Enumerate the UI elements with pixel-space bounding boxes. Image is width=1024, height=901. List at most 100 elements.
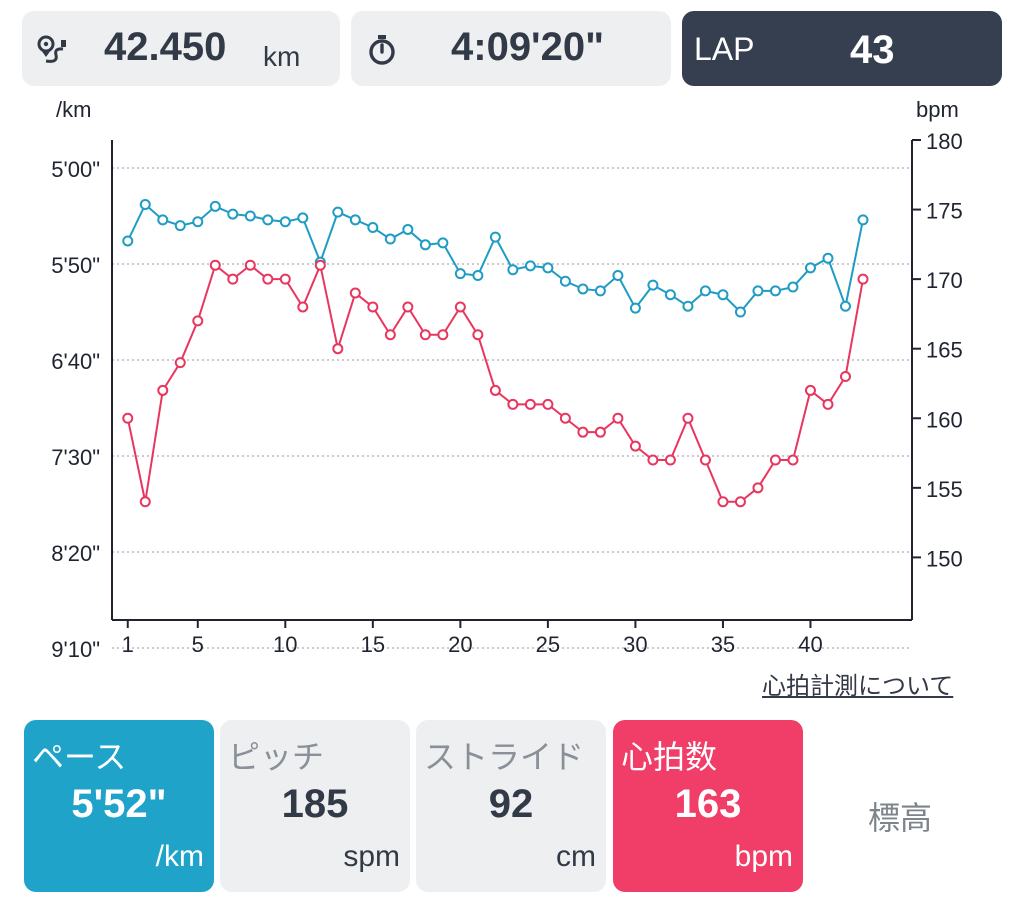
pace-point (717, 289, 729, 301)
distance-card: 42.450 km (22, 11, 340, 86)
metric-altitude-button[interactable]: 標高 (868, 800, 933, 836)
pace-point (174, 220, 186, 232)
heart_rate-point (174, 357, 186, 369)
x-tick-label: 35 (711, 632, 735, 657)
pace-point (332, 206, 344, 218)
pace-point (437, 237, 449, 249)
pace-point (227, 208, 239, 220)
pace-point (139, 198, 151, 210)
right-tick-label: 155 (926, 477, 963, 502)
pace-point (262, 214, 274, 226)
heart_rate-point (297, 301, 309, 313)
left-tick-label: 8'20" (51, 541, 100, 566)
pace-point (839, 300, 851, 312)
heart_rate-point (752, 482, 764, 494)
x-tick-label: 25 (536, 632, 560, 657)
heart_rate-point (139, 496, 151, 508)
pace-point (804, 262, 816, 274)
metric-pitch-label: ピッチ (228, 739, 325, 775)
heart_rate-point (419, 329, 431, 341)
heart_rate-point (594, 426, 606, 438)
heart_rate-point (524, 398, 536, 410)
pace-point (524, 260, 536, 272)
pace-point (857, 214, 869, 226)
heart_rate-point (472, 329, 484, 341)
pace-point (454, 268, 466, 280)
pace-point (279, 216, 291, 228)
metric-heart-rate-value: 163 (674, 782, 742, 826)
heart_rate-point (244, 259, 256, 271)
heart_rate-point (857, 273, 869, 285)
pace-point (419, 239, 431, 251)
pace-point (699, 285, 711, 297)
metric-card-pitch[interactable]: ピッチ 185 spm (220, 720, 410, 892)
metric-stride-value: 92 (488, 782, 534, 826)
pace-point (489, 231, 501, 243)
left-tick-label: 5'00" (51, 157, 100, 182)
heart_rate-point (332, 343, 344, 355)
distance-value: 42.450 (104, 25, 227, 69)
heart_rate-point (682, 412, 694, 424)
pace-point (594, 285, 606, 297)
pace-point (629, 302, 641, 314)
pace-point (682, 300, 694, 312)
left-axis-unit: /km (56, 97, 91, 122)
x-tick-label: 10 (273, 632, 297, 657)
pace-point (577, 283, 589, 295)
route-pin-icon (37, 35, 66, 63)
x-tick-label: 30 (623, 632, 647, 657)
elapsed-time-value: 4:09'20" (451, 25, 605, 69)
heart_rate-point (822, 398, 834, 410)
right-axis-unit: bpm (916, 97, 959, 122)
heart_rate-point (699, 454, 711, 466)
right-tick-label: 150 (926, 546, 963, 571)
left-tick-label: 6'40" (51, 349, 100, 374)
pace-point (209, 200, 221, 212)
pace-point (612, 270, 624, 282)
pace-point (507, 264, 519, 276)
stopwatch-icon (369, 35, 395, 65)
pace-point (122, 235, 134, 247)
right-tick-label: 165 (926, 338, 963, 363)
heart_rate-point (227, 273, 239, 285)
metric-pitch-value: 185 (281, 782, 349, 826)
heart_rate-point (454, 301, 466, 313)
heart_rate-point (612, 412, 624, 424)
metric-card-heart-rate[interactable]: 心拍数 163 bpm (613, 720, 803, 892)
heart_rate-point (367, 301, 379, 313)
pace-point (192, 216, 204, 228)
pace-point (769, 285, 781, 297)
heart_rate-point (437, 329, 449, 341)
metric-heart-rate-label: 心拍数 (621, 739, 718, 775)
pace-point (157, 214, 169, 226)
pace-point (244, 210, 256, 222)
heart_rate-point (734, 496, 746, 508)
pace-point (384, 233, 396, 245)
pace-point (367, 222, 379, 234)
metric-card-pace[interactable]: ペース 5'52" /km (24, 720, 214, 892)
lap-card: LAP 43 (682, 11, 1002, 86)
pace-point (664, 289, 676, 301)
distance-unit: km (263, 41, 301, 72)
x-tick-label: 20 (448, 632, 472, 657)
pace-point (472, 270, 484, 282)
x-tick-label: 5 (192, 632, 204, 657)
pace-point (559, 275, 571, 287)
heart_rate-point (192, 315, 204, 327)
metric-stride-label: ストライド (424, 739, 585, 775)
heart_rate-point (384, 329, 396, 341)
metric-pitch-unit: spm (343, 840, 400, 873)
metric-pace-unit: /km (155, 840, 204, 873)
metric-stride-unit: cm (556, 840, 596, 873)
pace-point (752, 285, 764, 297)
left-tick-label: 7'30" (51, 445, 100, 470)
heart_rate-point (839, 371, 851, 383)
heart_rate-point (262, 273, 274, 285)
heart_rate-point (542, 398, 554, 410)
right-tick-label: 160 (926, 407, 963, 432)
metric-card-stride[interactable]: ストライド 92 cm (416, 720, 606, 892)
time-card: 4:09'20" (351, 11, 671, 86)
pace-point (349, 214, 361, 226)
heart-rate-info-link[interactable]: 心拍計測について (762, 673, 954, 700)
heart_rate-point (769, 454, 781, 466)
